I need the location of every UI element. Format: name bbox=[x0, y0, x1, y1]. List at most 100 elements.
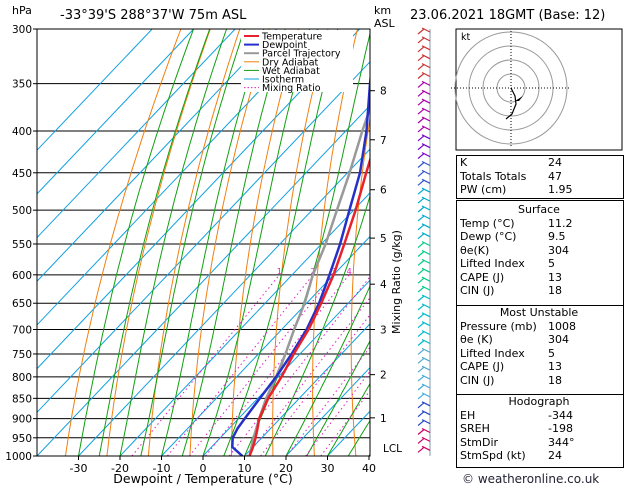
km-tick-label: 2 bbox=[380, 370, 387, 382]
wet-adiabat-line bbox=[285, 284, 370, 456]
indices-box bbox=[456, 155, 624, 199]
wind-barb-flag bbox=[417, 126, 425, 133]
wind-barb-flag bbox=[417, 402, 425, 409]
wind-barb bbox=[421, 89, 431, 95]
pressure-label: 900 bbox=[12, 414, 32, 426]
dewpoint-line bbox=[231, 72, 370, 456]
pressure-label: 750 bbox=[12, 349, 32, 361]
wind-barb bbox=[421, 356, 431, 362]
wind-barb-flag bbox=[417, 197, 425, 204]
km-tick-label: 4 bbox=[380, 279, 387, 291]
wind-barb bbox=[421, 232, 431, 238]
table-row: CAPE (J) 13 bbox=[456, 360, 622, 374]
table-row: K 24 bbox=[456, 156, 622, 170]
storm-motion-marker bbox=[515, 96, 523, 101]
wind-barb bbox=[421, 258, 431, 264]
legend-entry: Temperature bbox=[261, 32, 322, 43]
wet-adiabat-line bbox=[306, 340, 370, 456]
wind-barb bbox=[421, 116, 431, 122]
mixing-ratio-axis-label: Mixing Ratio (g/kg) bbox=[390, 230, 403, 334]
isotherm-line bbox=[37, 29, 361, 370]
wet-adiabat-line bbox=[140, 29, 245, 456]
wind-barb bbox=[421, 267, 431, 273]
wind-barb-flag bbox=[417, 259, 425, 266]
row-value: -344 bbox=[548, 408, 573, 422]
table-row: PW (cm) 1.95 bbox=[456, 183, 622, 197]
wind-barb-flag bbox=[417, 277, 425, 284]
isotherm-line bbox=[285, 366, 370, 456]
row-key: θe(K) bbox=[460, 243, 490, 257]
km-tick-label: 3 bbox=[380, 325, 387, 337]
legend-background bbox=[241, 30, 353, 92]
wind-barb-flag bbox=[417, 37, 425, 44]
row-value: 304 bbox=[548, 333, 569, 346]
row-key: Lifted Index bbox=[460, 346, 525, 360]
wind-barb-flag bbox=[417, 446, 425, 453]
mixing-ratio-label: 4 bbox=[347, 267, 352, 276]
wind-barb-flag bbox=[417, 215, 425, 222]
legend-entry: Parcel Trajectory bbox=[262, 49, 341, 60]
isotherm-line bbox=[37, 29, 195, 195]
wind-barb-flag bbox=[417, 170, 425, 177]
wind-barb bbox=[421, 312, 431, 318]
row-value: 24 bbox=[548, 449, 562, 462]
wind-barb bbox=[421, 445, 431, 451]
x-tick-label: 10 bbox=[238, 462, 252, 475]
wet-adiabat-line bbox=[181, 29, 286, 456]
hodograph-trace bbox=[505, 87, 517, 120]
wind-barb-flag bbox=[417, 304, 425, 311]
plot-area: 1 2 3 4 6 8 10 15 20 25 bbox=[37, 29, 370, 456]
x-tick-label: -10 bbox=[153, 462, 171, 475]
x-tick-label: 20 bbox=[279, 462, 293, 475]
pressure-label: 450 bbox=[12, 168, 32, 180]
wind-barb bbox=[421, 169, 431, 175]
hodograph-table-box bbox=[456, 394, 624, 468]
wind-barb bbox=[421, 383, 431, 389]
wind-barb-flag bbox=[417, 313, 425, 320]
wind-barb bbox=[421, 436, 431, 442]
wet-adiabat-line bbox=[264, 194, 370, 456]
wet-adiabat-line bbox=[78, 29, 194, 456]
wind-barb-flag bbox=[417, 179, 425, 186]
legend-entry: Dry Adiabat bbox=[262, 57, 319, 68]
row-key: Temp (°C) bbox=[460, 216, 515, 230]
wind-barb-flag bbox=[417, 64, 425, 71]
wind-barb-flag bbox=[417, 340, 425, 346]
pressure-label: 550 bbox=[12, 239, 32, 251]
x-tick-label: 30 bbox=[321, 462, 335, 475]
wind-barb-flag bbox=[417, 117, 425, 124]
wind-barb bbox=[421, 347, 431, 353]
isotherm-line bbox=[37, 29, 319, 326]
mixing-ratio-line bbox=[246, 296, 370, 456]
wind-barb bbox=[421, 160, 431, 167]
dry-adiabat-line bbox=[312, 29, 358, 456]
wind-barb-flag bbox=[417, 233, 425, 240]
pressure-label: 350 bbox=[12, 79, 32, 91]
hodograph-unit-label: kt bbox=[461, 32, 471, 43]
isotherm-line bbox=[161, 235, 370, 456]
surface-table: Surface Temp (°C) 11.2 Dewp (°C) 9.5 θe(K) 304… bbox=[456, 203, 622, 298]
wind-barb-flag bbox=[417, 90, 425, 97]
wind-barb bbox=[421, 241, 431, 247]
wind-barb-flag bbox=[417, 242, 425, 249]
wind-barb-flag bbox=[417, 81, 425, 88]
wind-barb bbox=[421, 321, 431, 327]
isotherm-line bbox=[78, 148, 370, 456]
wind-barb bbox=[421, 410, 431, 416]
isotherm-line bbox=[37, 104, 370, 456]
row-value: 47 bbox=[548, 169, 562, 183]
wind-barb bbox=[421, 285, 431, 291]
row-key: Pressure (mb) bbox=[460, 319, 537, 333]
wind-barb-flag bbox=[417, 420, 425, 427]
table-row: CIN (J) 18 bbox=[456, 284, 622, 298]
table-row: Dewp (°C) 9.5 bbox=[456, 230, 622, 244]
wind-barb bbox=[421, 36, 431, 42]
row-value: 18 bbox=[548, 373, 562, 387]
x-tick-label: 40 bbox=[362, 462, 376, 475]
wind-barb bbox=[421, 125, 431, 131]
wind-barb-flag bbox=[417, 73, 425, 79]
table-row: Lifted Index 5 bbox=[456, 257, 622, 271]
row-value: 18 bbox=[548, 284, 562, 297]
wind-barb bbox=[421, 187, 431, 193]
